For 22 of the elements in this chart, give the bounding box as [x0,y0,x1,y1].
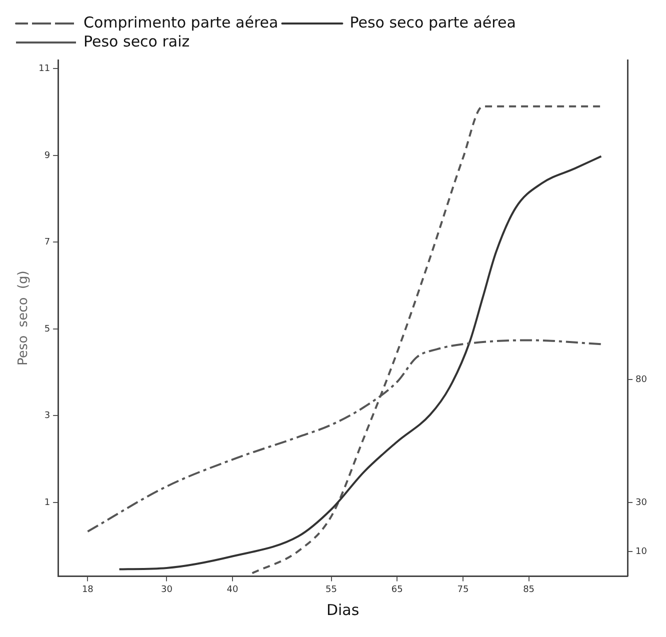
line-series [118,155,602,570]
y-axis-title: Peso seco (g) [16,270,32,366]
y2-tick-label: 30 [636,498,648,508]
y-tick-label: 1 [44,498,50,508]
y-tick-label: 3 [44,411,50,422]
y-tick-label: 7 [44,238,50,248]
x-axis-title: Dias [326,600,360,619]
legend-label: Peso seco parte aérea [350,13,516,32]
x-tick-label: 30 [160,584,173,595]
y2-tick-label: 10 [636,546,648,557]
y-tick-label: 11 [38,64,50,74]
legend-label: Peso seco raiz [84,32,190,50]
y-tick-label: 9 [44,150,50,161]
x-tick-label: 40 [226,584,239,595]
x-tick-label: 65 [391,584,403,595]
x-tick-label: 85 [523,584,535,595]
x-tick-label: 75 [457,584,469,595]
y2-tick-label: 80 [636,374,648,385]
x-tick-label: 18 [82,584,94,595]
y-tick-label: 5 [44,324,50,334]
legend-label: Comprimento parte aérea [84,13,278,32]
x-tick-label: 55 [326,584,338,595]
